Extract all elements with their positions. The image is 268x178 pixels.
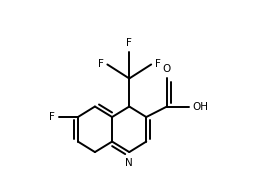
Text: F: F: [155, 59, 161, 69]
Text: F: F: [126, 38, 132, 48]
Text: F: F: [98, 59, 104, 69]
Text: OH: OH: [192, 101, 208, 112]
Text: N: N: [125, 158, 133, 168]
Text: F: F: [49, 112, 55, 122]
Text: O: O: [163, 64, 171, 74]
